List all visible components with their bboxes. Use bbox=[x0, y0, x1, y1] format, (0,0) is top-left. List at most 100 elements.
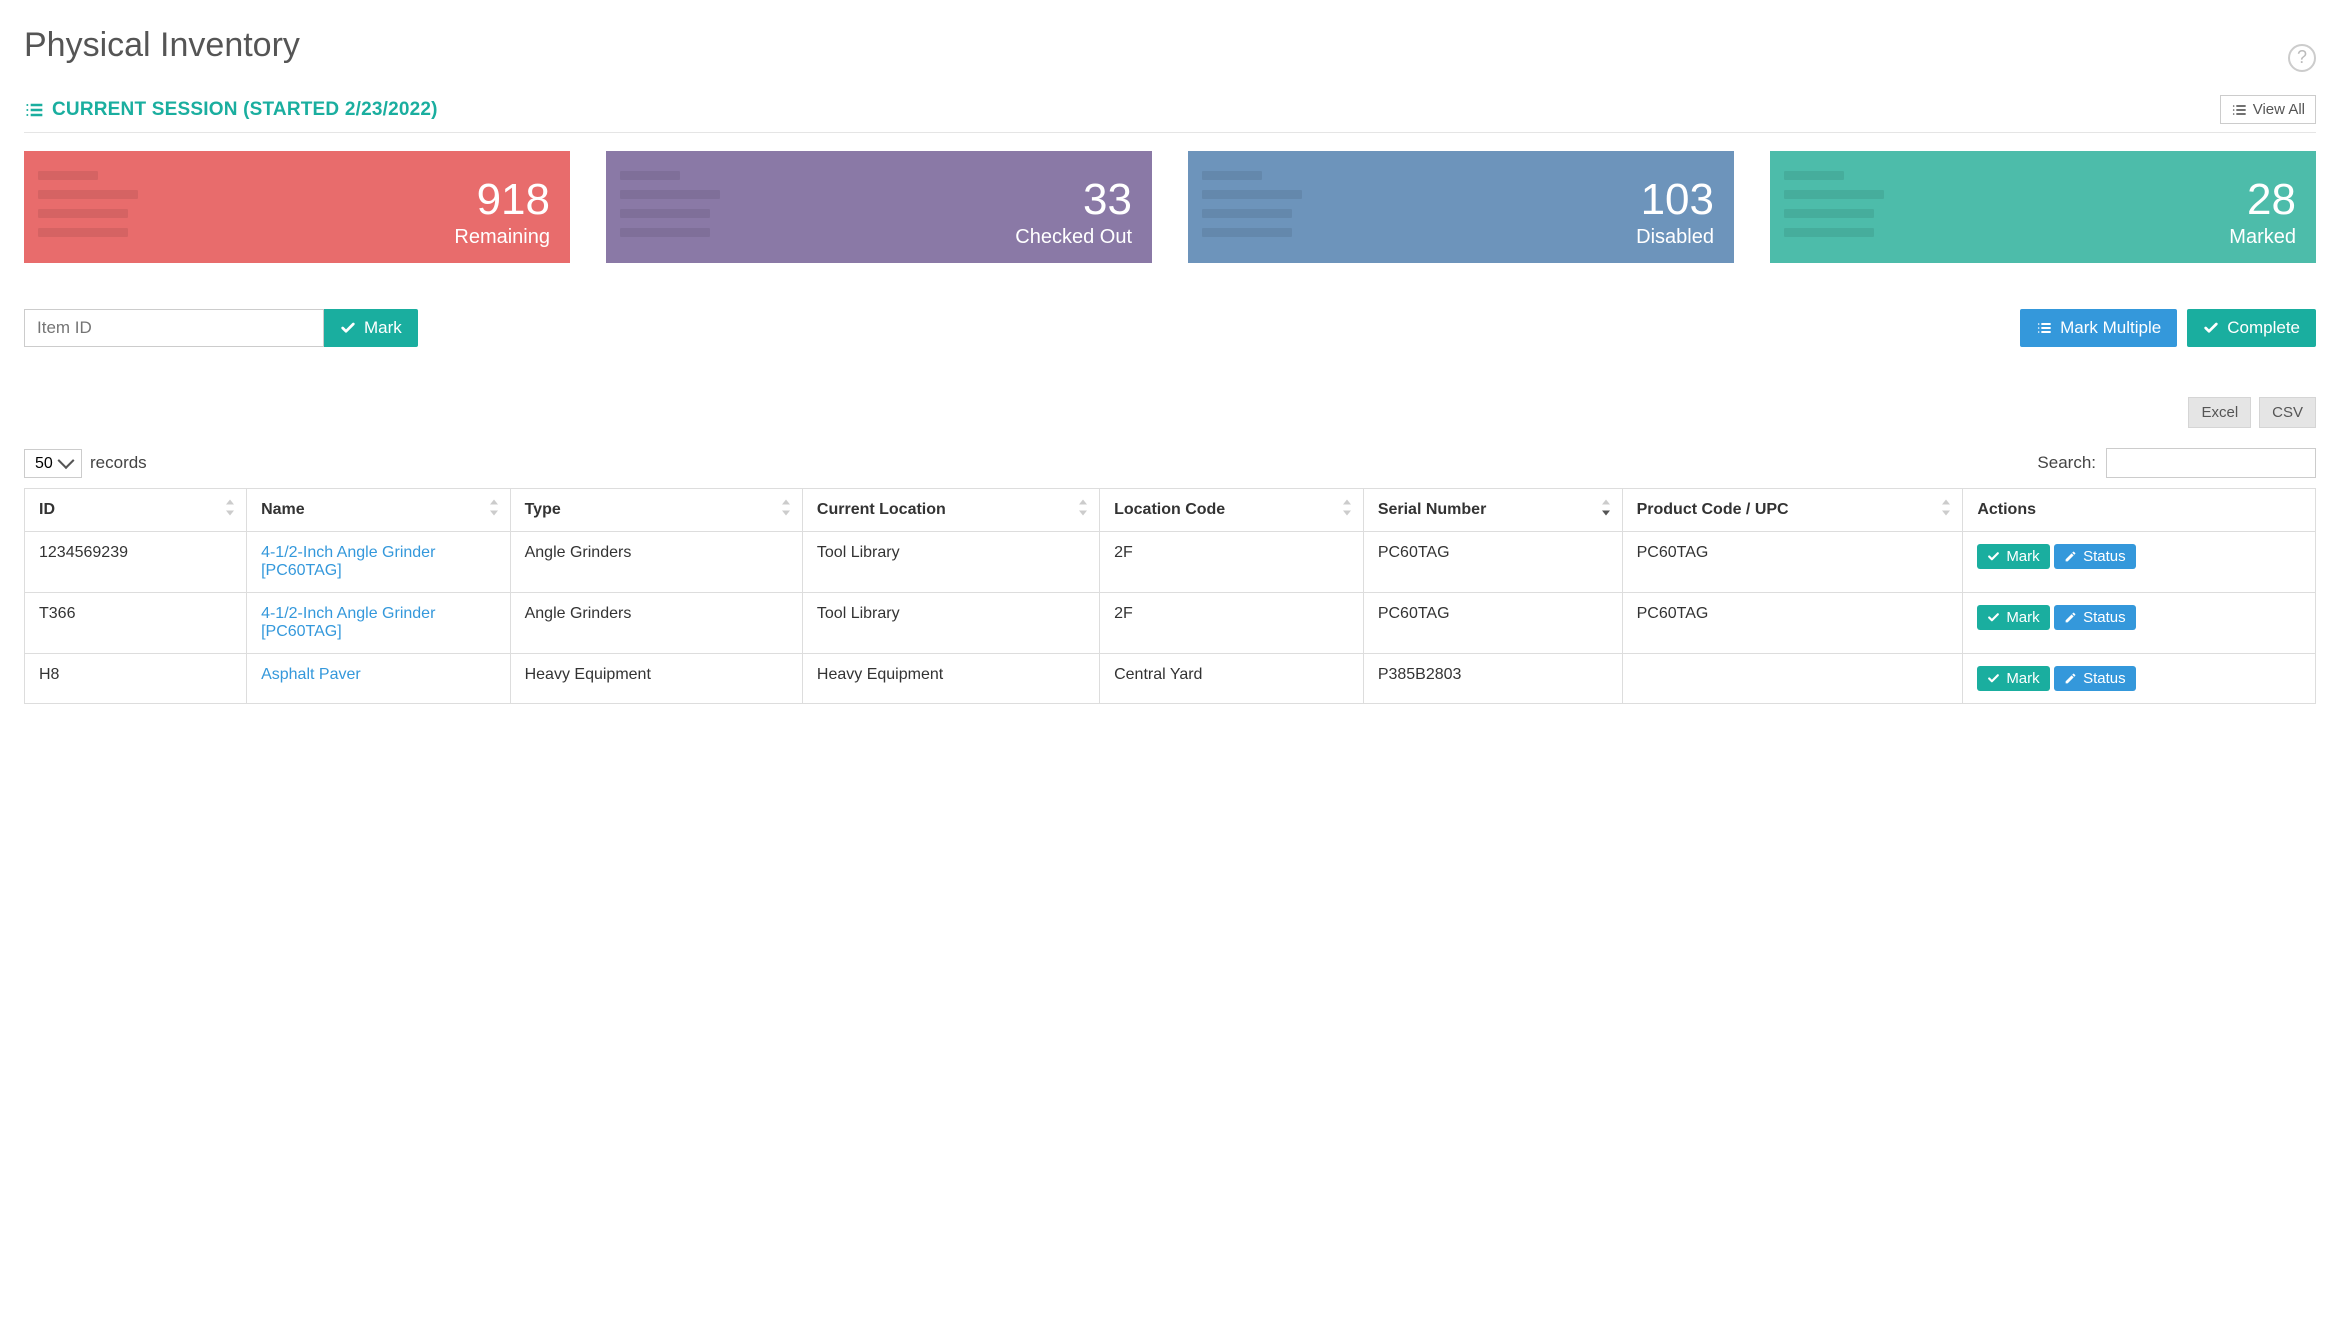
cell-location: Tool Library bbox=[802, 593, 1099, 654]
export-csv-button[interactable]: CSV bbox=[2259, 397, 2316, 428]
cell-serial: P385B2803 bbox=[1363, 654, 1622, 704]
row-mark-label: Mark bbox=[2006, 548, 2039, 565]
row-status-button[interactable]: Status bbox=[2054, 605, 2136, 630]
pencil-icon bbox=[2064, 550, 2077, 563]
column-header-location[interactable]: Current Location bbox=[802, 489, 1099, 532]
check-icon bbox=[340, 320, 356, 336]
item-name-link[interactable]: 4-1/2-Inch Angle Grinder [PC60TAG] bbox=[261, 605, 435, 640]
row-mark-label: Mark bbox=[2006, 609, 2039, 626]
column-header-serial[interactable]: Serial Number bbox=[1363, 489, 1622, 532]
stat-value: 103 bbox=[1641, 178, 1714, 222]
check-icon bbox=[1987, 611, 2000, 624]
mark-label: Mark bbox=[364, 318, 402, 338]
cell-location_code: Central Yard bbox=[1100, 654, 1364, 704]
help-icon[interactable]: ? bbox=[2288, 44, 2316, 72]
check-icon bbox=[1987, 550, 2000, 563]
view-all-button[interactable]: View All bbox=[2220, 95, 2316, 124]
row-mark-button[interactable]: Mark bbox=[1977, 605, 2049, 630]
decorative-bars bbox=[1784, 171, 1884, 237]
stat-label: Remaining bbox=[454, 226, 550, 249]
cell-product_code bbox=[1622, 654, 1963, 704]
search-input[interactable] bbox=[2106, 448, 2316, 478]
column-header-location_code[interactable]: Location Code bbox=[1100, 489, 1364, 532]
list-icon bbox=[2036, 320, 2052, 336]
cell-serial: PC60TAG bbox=[1363, 532, 1622, 593]
decorative-bars bbox=[620, 171, 720, 237]
stat-card-remaining[interactable]: 918 Remaining bbox=[24, 151, 570, 263]
row-mark-label: Mark bbox=[2006, 670, 2039, 687]
stat-card-disabled[interactable]: 103 Disabled bbox=[1188, 151, 1734, 263]
column-label: Serial Number bbox=[1378, 501, 1486, 518]
stat-value: 33 bbox=[1083, 178, 1132, 222]
cell-type: Heavy Equipment bbox=[510, 654, 802, 704]
column-label: Actions bbox=[1977, 501, 2036, 518]
sort-icon bbox=[488, 500, 500, 521]
list-icon bbox=[24, 100, 44, 120]
decorative-bars bbox=[1202, 171, 1302, 237]
column-label: Name bbox=[261, 501, 305, 518]
column-header-name[interactable]: Name bbox=[247, 489, 511, 532]
cell-id: H8 bbox=[25, 654, 247, 704]
cell-name: 4-1/2-Inch Angle Grinder [PC60TAG] bbox=[247, 532, 511, 593]
mark-button[interactable]: Mark bbox=[324, 309, 418, 347]
row-mark-button[interactable]: Mark bbox=[1977, 666, 2049, 691]
session-heading: CURRENT SESSION (STARTED 2/23/2022) bbox=[24, 99, 438, 121]
cell-id: T366 bbox=[25, 593, 247, 654]
sort-icon bbox=[224, 500, 236, 521]
export-excel-button[interactable]: Excel bbox=[2188, 397, 2251, 428]
row-status-button[interactable]: Status bbox=[2054, 666, 2136, 691]
cell-actions: Mark Status bbox=[1963, 532, 2316, 593]
pencil-icon bbox=[2064, 611, 2077, 624]
cell-actions: Mark Status bbox=[1963, 654, 2316, 704]
stat-label: Marked bbox=[2229, 226, 2296, 249]
stat-label: Disabled bbox=[1636, 226, 1714, 249]
row-status-button[interactable]: Status bbox=[2054, 544, 2136, 569]
row-status-label: Status bbox=[2083, 609, 2126, 626]
item-name-link[interactable]: Asphalt Paver bbox=[261, 666, 361, 683]
column-label: Product Code / UPC bbox=[1637, 501, 1789, 518]
row-status-label: Status bbox=[2083, 670, 2126, 687]
table-row: T366 4-1/2-Inch Angle Grinder [PC60TAG] An… bbox=[25, 593, 2316, 654]
row-mark-button[interactable]: Mark bbox=[1977, 544, 2049, 569]
mark-multiple-button[interactable]: Mark Multiple bbox=[2020, 309, 2177, 347]
pencil-icon bbox=[2064, 672, 2077, 685]
cell-location: Tool Library bbox=[802, 532, 1099, 593]
cell-type: Angle Grinders bbox=[510, 532, 802, 593]
column-label: ID bbox=[39, 501, 55, 518]
stats-row: 918 Remaining 33 Checked Out 103 Disable… bbox=[24, 151, 2316, 263]
column-header-actions: Actions bbox=[1963, 489, 2316, 532]
cell-product_code: PC60TAG bbox=[1622, 593, 1963, 654]
cell-name: Asphalt Paver bbox=[247, 654, 511, 704]
export-csv-label: CSV bbox=[2272, 404, 2303, 421]
stat-card-marked[interactable]: 28 Marked bbox=[1770, 151, 2316, 263]
cell-location_code: 2F bbox=[1100, 593, 1364, 654]
table-row: 1234569239 4-1/2-Inch Angle Grinder [PC60… bbox=[25, 532, 2316, 593]
sort-desc-icon bbox=[1600, 500, 1612, 521]
check-icon bbox=[1987, 672, 2000, 685]
decorative-bars bbox=[38, 171, 138, 237]
cell-actions: Mark Status bbox=[1963, 593, 2316, 654]
cell-product_code: PC60TAG bbox=[1622, 532, 1963, 593]
column-label: Current Location bbox=[817, 501, 946, 518]
item-name-link[interactable]: 4-1/2-Inch Angle Grinder [PC60TAG] bbox=[261, 544, 435, 579]
records-select[interactable]: 50 bbox=[24, 449, 82, 478]
item-id-input[interactable] bbox=[24, 309, 324, 347]
sort-icon bbox=[1940, 500, 1952, 521]
column-header-id[interactable]: ID bbox=[25, 489, 247, 532]
stat-value: 918 bbox=[477, 178, 550, 222]
column-header-type[interactable]: Type bbox=[510, 489, 802, 532]
stat-card-checked-out[interactable]: 33 Checked Out bbox=[606, 151, 1152, 263]
sort-icon bbox=[780, 500, 792, 521]
complete-button[interactable]: Complete bbox=[2187, 309, 2316, 347]
stat-label: Checked Out bbox=[1015, 226, 1132, 249]
column-header-product_code[interactable]: Product Code / UPC bbox=[1622, 489, 1963, 532]
column-label: Location Code bbox=[1114, 501, 1225, 518]
search-label: Search: bbox=[2037, 453, 2096, 473]
cell-id: 1234569239 bbox=[25, 532, 247, 593]
view-all-label: View All bbox=[2253, 101, 2305, 118]
sort-icon bbox=[1077, 500, 1089, 521]
cell-serial: PC60TAG bbox=[1363, 593, 1622, 654]
records-label: records bbox=[90, 453, 147, 473]
export-excel-label: Excel bbox=[2201, 404, 2238, 421]
cell-type: Angle Grinders bbox=[510, 593, 802, 654]
